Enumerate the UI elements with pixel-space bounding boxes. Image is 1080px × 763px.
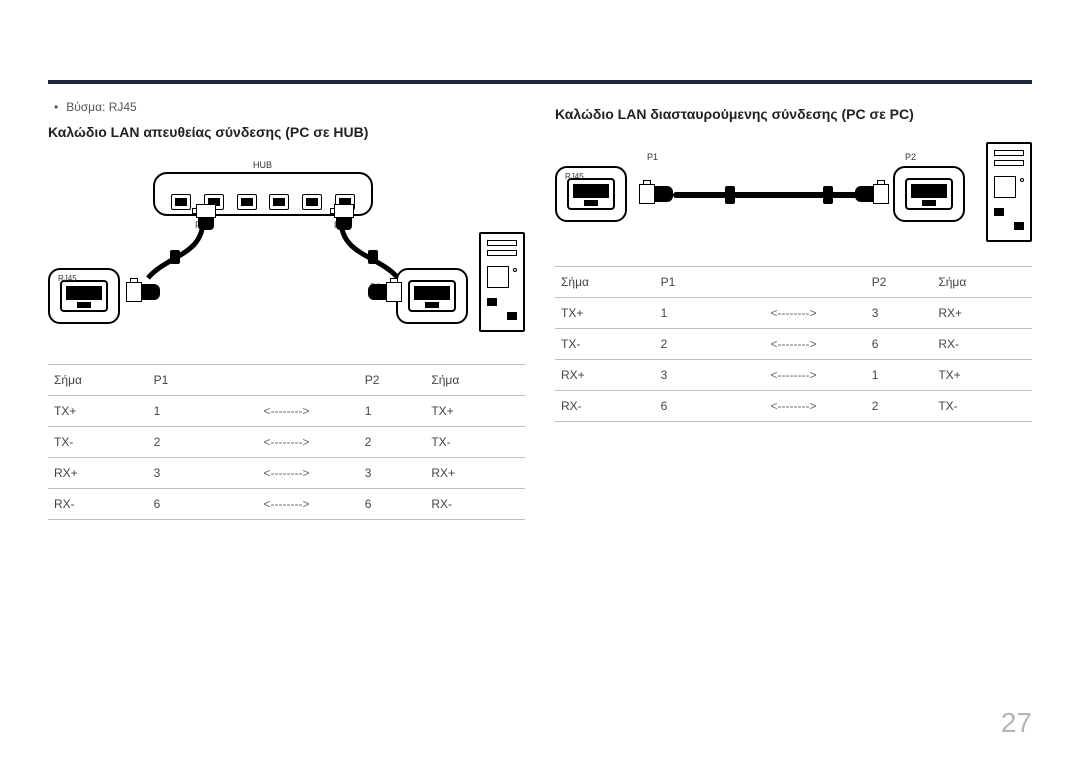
- table-row: RX+ 3 <--------> 3 RX+: [48, 458, 525, 489]
- rj45-plug-icon: [368, 278, 402, 306]
- col-header: [721, 267, 866, 298]
- cell: RX-: [932, 329, 1032, 360]
- col-header: P1: [148, 365, 215, 396]
- cell: RX-: [555, 391, 655, 422]
- col-header: Σήμα: [48, 365, 148, 396]
- table-header: Σήμα P1 P2 Σήμα: [555, 267, 1032, 298]
- rj45-plug-icon: [126, 278, 160, 306]
- cell: TX-: [555, 329, 655, 360]
- cell: TX-: [425, 427, 525, 458]
- p2-label: P2: [905, 152, 916, 162]
- cell: 1: [148, 396, 215, 427]
- table-header: Σήμα P1 P2 Σήμα: [48, 365, 525, 396]
- table-row: TX- 2 <--------> 6 RX-: [555, 329, 1032, 360]
- cell: TX-: [932, 391, 1032, 422]
- rj45-tag: RJ45: [58, 274, 77, 283]
- table-row: RX- 6 <--------> 2 TX-: [555, 391, 1032, 422]
- cell: <-------->: [214, 458, 359, 489]
- ferrite-bead-icon: [823, 186, 833, 204]
- cell: <-------->: [721, 298, 866, 329]
- cell: 2: [359, 427, 426, 458]
- col-header: P2: [866, 267, 933, 298]
- cell: TX+: [425, 396, 525, 427]
- cell: 6: [359, 489, 426, 520]
- rj45-plug-icon: [330, 204, 352, 232]
- cell: 1: [655, 298, 722, 329]
- cell: 6: [655, 391, 722, 422]
- rj45-tag: RJ45: [565, 172, 584, 181]
- cell: RX+: [555, 360, 655, 391]
- cell: RX+: [48, 458, 148, 489]
- cell: <-------->: [214, 427, 359, 458]
- right-column: Καλώδιο LAN διασταυρούμενης σύνδεσης (PC…: [555, 100, 1032, 520]
- header-rule: [48, 80, 1032, 84]
- cell: RX-: [48, 489, 148, 520]
- pinout-table-straight: Σήμα P1 P2 Σήμα TX+ 1 <--------> 1 TX+ T…: [48, 364, 525, 520]
- cell: 1: [359, 396, 426, 427]
- cell: <-------->: [721, 391, 866, 422]
- col-header: P1: [655, 267, 722, 298]
- cell: <-------->: [721, 329, 866, 360]
- diagram-pc-hub: HUB P2 P1: [48, 160, 525, 350]
- cell: 2: [148, 427, 215, 458]
- pc-tower-icon: [479, 232, 525, 332]
- table-row: TX+ 1 <--------> 1 TX+: [48, 396, 525, 427]
- cell: RX+: [425, 458, 525, 489]
- left-column: • Βύσμα: RJ45 Καλώδιο LAN απευθείας σύνδε…: [48, 100, 525, 520]
- table-row: TX- 2 <--------> 2 TX-: [48, 427, 525, 458]
- col-header: [214, 365, 359, 396]
- col-header: Σήμα: [932, 267, 1032, 298]
- cell: 3: [655, 360, 722, 391]
- left-section-title: Καλώδιο LAN απευθείας σύνδεσης (PC σε HU…: [48, 124, 525, 140]
- ferrite-bead-icon: [725, 186, 735, 204]
- cable-line: [673, 192, 883, 198]
- pinout-table-cross: Σήμα P1 P2 Σήμα TX+ 1 <--------> 3 RX+ T…: [555, 266, 1032, 422]
- cell: RX+: [932, 298, 1032, 329]
- cell: TX+: [48, 396, 148, 427]
- rj45-plug-icon: [639, 180, 673, 208]
- right-section-title: Καλώδιο LAN διασταυρούμενης σύνδεσης (PC…: [555, 106, 1032, 122]
- cell: 6: [866, 329, 933, 360]
- connector-note: • Βύσμα: RJ45: [54, 100, 525, 114]
- cell: 6: [148, 489, 215, 520]
- table-row: TX+ 1 <--------> 3 RX+: [555, 298, 1032, 329]
- table-body: TX+ 1 <--------> 3 RX+ TX- 2 <--------> …: [555, 298, 1032, 422]
- cell: 3: [148, 458, 215, 489]
- pc-tower-icon: [986, 142, 1032, 242]
- p1-label: P1: [647, 152, 658, 162]
- rj45-plug-icon: [855, 180, 889, 208]
- cell: TX+: [932, 360, 1032, 391]
- cell: 3: [359, 458, 426, 489]
- cell: TX+: [555, 298, 655, 329]
- rj45-jack-icon: [396, 268, 468, 324]
- rj45-jack-icon: [893, 166, 965, 222]
- bullet-dot: •: [54, 100, 58, 114]
- col-header: Σήμα: [555, 267, 655, 298]
- cell: 1: [866, 360, 933, 391]
- cell: <-------->: [214, 489, 359, 520]
- table-row: RX- 6 <--------> 6 RX-: [48, 489, 525, 520]
- col-header: Σήμα: [425, 365, 525, 396]
- page-content: • Βύσμα: RJ45 Καλώδιο LAN απευθείας σύνδε…: [48, 100, 1032, 520]
- col-header: P2: [359, 365, 426, 396]
- table-row: RX+ 3 <--------> 1 TX+: [555, 360, 1032, 391]
- diagram-pc-pc: RJ45 P1 P2: [555, 142, 1032, 252]
- connector-text: Βύσμα: RJ45: [66, 100, 137, 114]
- rj45-jack-icon: RJ45: [555, 166, 627, 222]
- rj45-jack-icon: RJ45: [48, 268, 120, 324]
- table-body: TX+ 1 <--------> 1 TX+ TX- 2 <--------> …: [48, 396, 525, 520]
- cell: TX-: [48, 427, 148, 458]
- cell: 2: [655, 329, 722, 360]
- cell: RX-: [425, 489, 525, 520]
- page-number: 27: [1001, 707, 1032, 739]
- cell: <-------->: [214, 396, 359, 427]
- rj45-plug-icon: [192, 204, 214, 232]
- cell: 3: [866, 298, 933, 329]
- cell: <-------->: [721, 360, 866, 391]
- cell: 2: [866, 391, 933, 422]
